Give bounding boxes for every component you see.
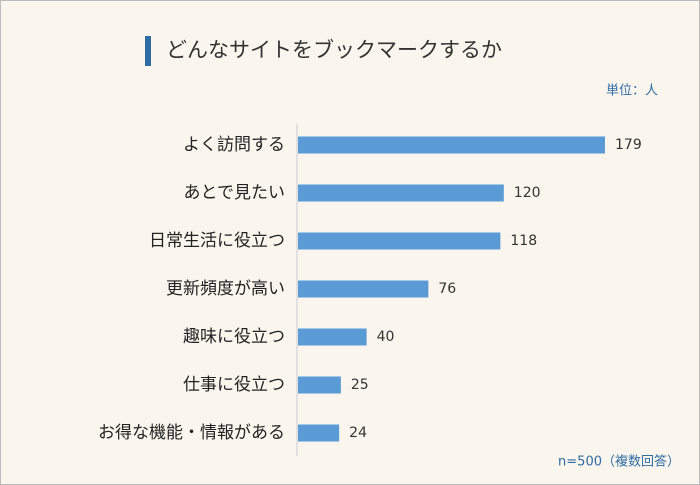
title-accent [145,36,151,66]
category-label: 日常生活に役立つ [149,231,285,251]
value-label: 179 [615,137,642,153]
value-label: 40 [377,329,395,345]
bar [298,424,340,442]
value-label: 76 [438,281,456,297]
category-label: 仕事に役立つ [183,375,285,395]
category-label: 更新頻度が高い [166,279,285,299]
chart-title: どんなサイトをブックマークするか [166,38,502,62]
category-label: お得な機能・情報がある [98,423,285,443]
note: n=500（複数回答） [558,454,680,470]
bar [298,232,501,250]
bar [298,376,341,394]
bar [298,328,367,346]
category-label: よく訪問する [183,135,285,155]
value-label: 120 [514,185,541,201]
bar [298,184,504,202]
value-label: 118 [510,233,537,249]
unit-label: 単位：人 [606,83,658,99]
value-label: 24 [349,425,367,441]
value-label: 25 [351,377,369,393]
category-label: あとで見たい [184,183,286,203]
category-label: 趣味に役立つ [183,327,285,347]
bar [298,136,605,154]
bar [298,280,429,298]
